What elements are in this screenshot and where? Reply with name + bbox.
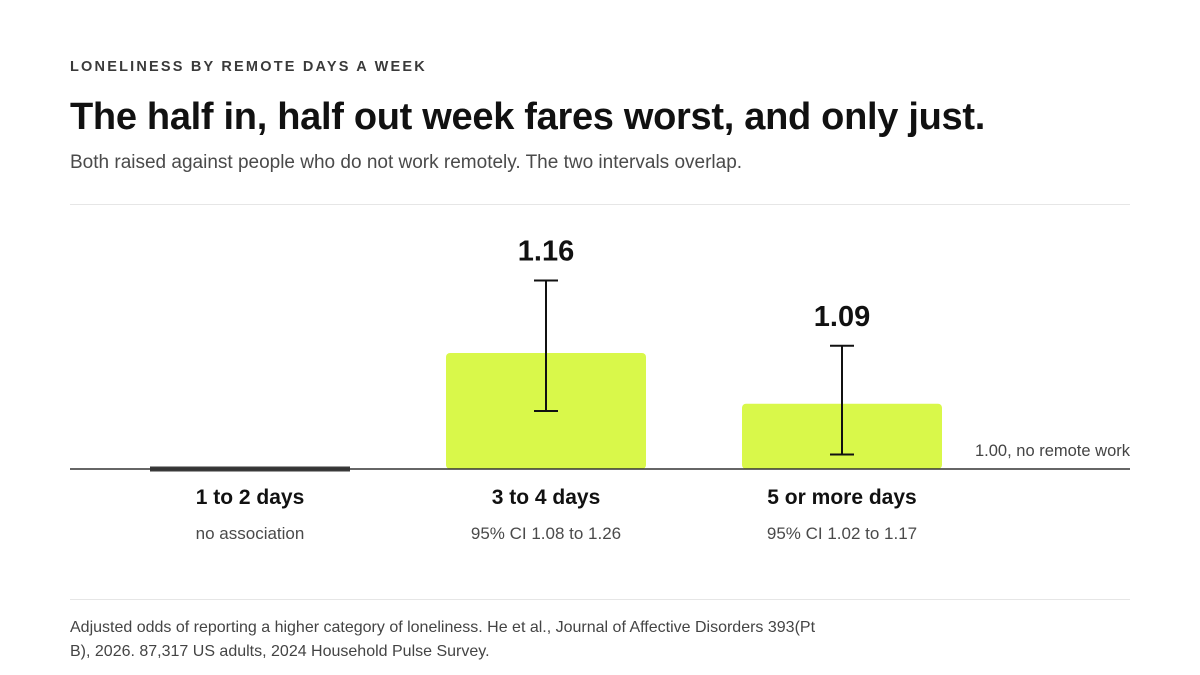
chart-subtitle: Both raised against people who do not wo… [70, 152, 743, 173]
source-note: Adjusted odds of reporting a higher cate… [70, 619, 816, 660]
baseline-label: 1.00, no remote work [975, 442, 1131, 460]
category-note-1: no association [196, 524, 305, 543]
category-label-1: 1 to 2 days [196, 486, 305, 509]
chart-eyebrow: LONELINESS BY REMOTE DAYS A WEEK [70, 59, 427, 75]
category-label-2: 3 to 4 days [492, 486, 601, 509]
category-label-3: 5 or more days [767, 486, 916, 509]
bottom-divider [70, 599, 1130, 600]
odds-ratio-chart: 1 to 2 days no association 1.16 3 to 4 days… [70, 236, 1131, 543]
category-note-2: 95% CI 1.08 to 1.26 [471, 524, 621, 543]
top-divider [70, 204, 1130, 205]
value-label-3: 1.09 [814, 301, 870, 333]
value-label-2: 1.16 [518, 236, 574, 268]
category-note-3: 95% CI 1.02 to 1.17 [767, 524, 917, 543]
chart-title: The half in, half out week fares worst, … [70, 96, 985, 138]
